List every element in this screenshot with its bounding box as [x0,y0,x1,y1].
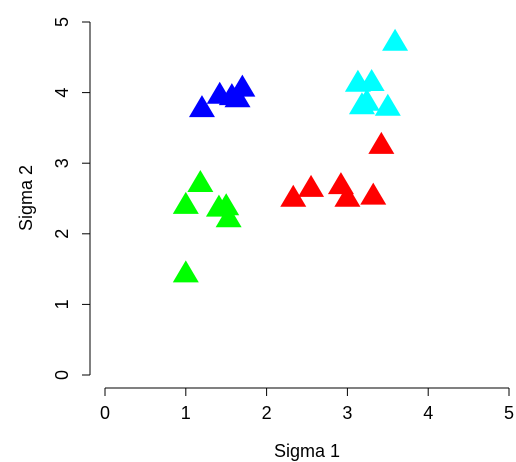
x-tick-label: 4 [423,403,433,423]
point [360,182,387,205]
x-axis-label: Sigma 1 [274,441,340,461]
y-tick-label: 0 [52,370,72,380]
point [374,93,401,116]
point [382,28,409,51]
x-tick-label: 0 [100,403,110,423]
x-tick-label: 1 [181,403,191,423]
point [172,191,199,214]
y-tick-label: 4 [52,88,72,98]
point [298,174,325,197]
point [368,131,395,154]
point [353,88,380,111]
point [229,74,256,97]
point [187,169,214,192]
point [172,260,199,283]
point [188,95,215,118]
point [358,69,385,92]
y-tick-label: 5 [52,17,72,27]
point [213,193,240,216]
x-tick-label: 5 [504,403,514,423]
point [215,205,242,228]
y-tick-label: 3 [52,158,72,168]
y-tick-label: 1 [52,299,72,309]
y-axis-label: Sigma 2 [16,165,36,231]
x-tick-label: 3 [342,403,352,423]
y-tick-label: 2 [52,229,72,239]
x-tick-label: 2 [262,403,272,423]
point [280,184,307,207]
point [334,184,361,207]
